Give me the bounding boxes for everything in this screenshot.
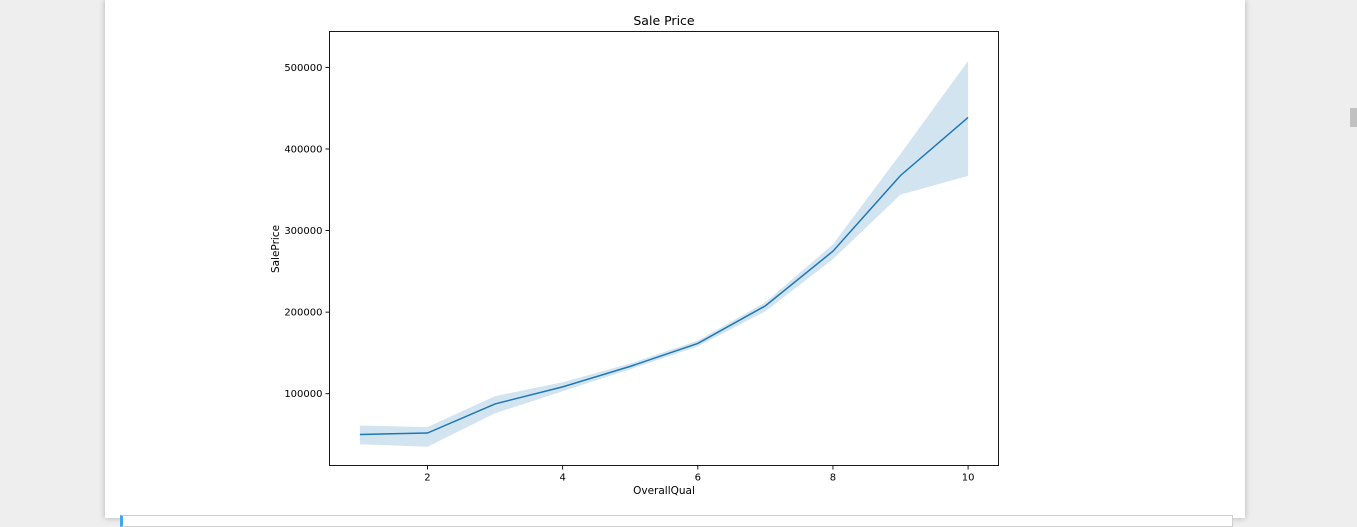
x-axis-label: OverallQual <box>633 485 695 497</box>
y-tick-label: 300000 <box>284 226 322 237</box>
x-tick-label: 8 <box>830 473 836 484</box>
x-tick-label: 10 <box>962 473 975 484</box>
x-tick-label: 2 <box>424 473 430 484</box>
y-tick-label: 100000 <box>284 389 322 400</box>
page-scrollbar-thumb[interactable] <box>1350 108 1357 127</box>
cell-output-area: Sale Price 2 4 6 8 10 100000 200000 300000 4000… <box>105 0 1245 510</box>
y-tick-label: 500000 <box>284 63 322 74</box>
x-tick-label: 4 <box>559 473 565 484</box>
notebook-panel: Sale Price 2 4 6 8 10 100000 200000 300000 4000… <box>105 0 1245 518</box>
x-axis-ticks: 2 4 6 8 10 <box>424 466 974 484</box>
plot-area <box>360 61 968 447</box>
axes-frame <box>330 32 999 466</box>
y-axis-ticks: 100000 200000 300000 400000 500000 <box>284 63 329 400</box>
confidence-band <box>360 61 968 447</box>
y-tick-label: 200000 <box>284 308 322 319</box>
y-axis-label: SalePrice <box>270 225 282 273</box>
x-tick-label: 6 <box>695 473 701 484</box>
next-cell-editor[interactable] <box>120 515 1233 527</box>
y-tick-label: 400000 <box>284 144 322 155</box>
chart-title: Sale Price <box>633 13 695 28</box>
series-line <box>360 117 968 434</box>
line-chart: Sale Price 2 4 6 8 10 100000 200000 300000 4000… <box>105 0 1245 510</box>
